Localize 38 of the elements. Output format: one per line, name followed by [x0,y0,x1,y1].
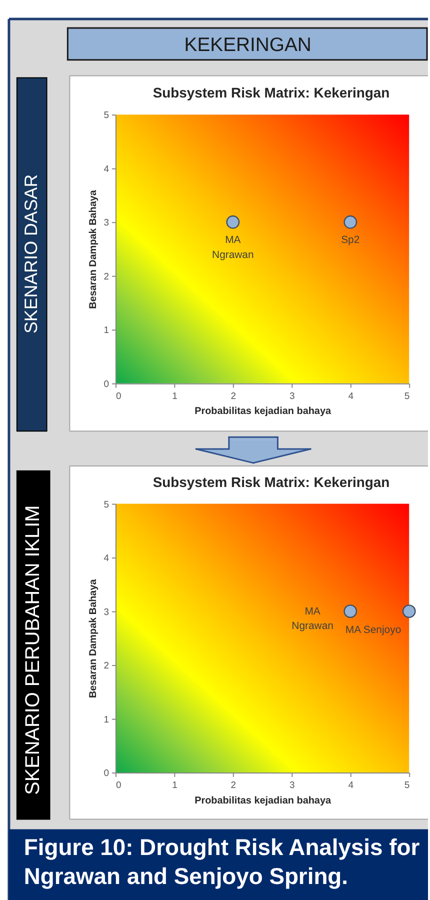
text: SKENARIO DASAR [20,174,41,334]
annotation: Sp2 [341,234,360,246]
y-tick-label: 0 [104,768,109,779]
annotation: MA Senjoyo [345,625,402,636]
chart-title: Subsystem Risk Matrix: Kekeringan [152,84,390,101]
text: KEKERINGAN [184,34,312,56]
y-axis-title: Besaran Dampak Bahaya [88,578,99,698]
y-tick-label: 2 [104,271,109,282]
x-tick-label: 2 [230,390,236,402]
x-axis-title: Probabilitas kejadian bahaya [194,795,332,806]
caption: Figure 10: Drought Risk Analysis for Ngrawan and Senjoyo Spring. [24,834,420,889]
x-tick-label: 1 [172,780,178,791]
x-tick-label: 5 [404,390,410,402]
y-tick-label: 0 [104,378,109,390]
x-axis-title: Probabilitas kejadian bahaya [194,406,332,418]
x-tick-label: 0 [116,390,122,402]
x-tick-label: 4 [348,390,354,402]
y-tick-label: 1 [104,714,109,726]
y-tick-label: 3 [104,606,109,618]
text: SKENARIO PERUBAHAN IKLIM [22,505,44,795]
chart-title: Subsystem Risk Matrix: Kekeringan [152,474,390,490]
x-tick-label: 2 [230,780,236,791]
annotation: MA Ngrawan [292,606,334,632]
x-tick-label: 3 [290,780,295,791]
y-tick-label: 5 [104,499,109,510]
y-axis-title: Besaran Dampak Bahaya [88,190,99,309]
y-tick-label: 5 [104,110,109,122]
y-tick-label: 1 [104,325,109,336]
x-tick-label: 1 [172,390,178,402]
x-tick-label: 3 [290,390,295,402]
y-tick-label: 4 [104,553,109,564]
y-tick-label: 3 [104,218,109,229]
y-tick-label: 4 [104,164,109,175]
x-tick-label: 0 [116,780,122,791]
y-tick-label: 2 [104,660,109,672]
x-tick-label: 4 [348,780,354,791]
annotation: MA Ngrawan [212,234,254,261]
x-tick-label: 5 [404,780,410,791]
